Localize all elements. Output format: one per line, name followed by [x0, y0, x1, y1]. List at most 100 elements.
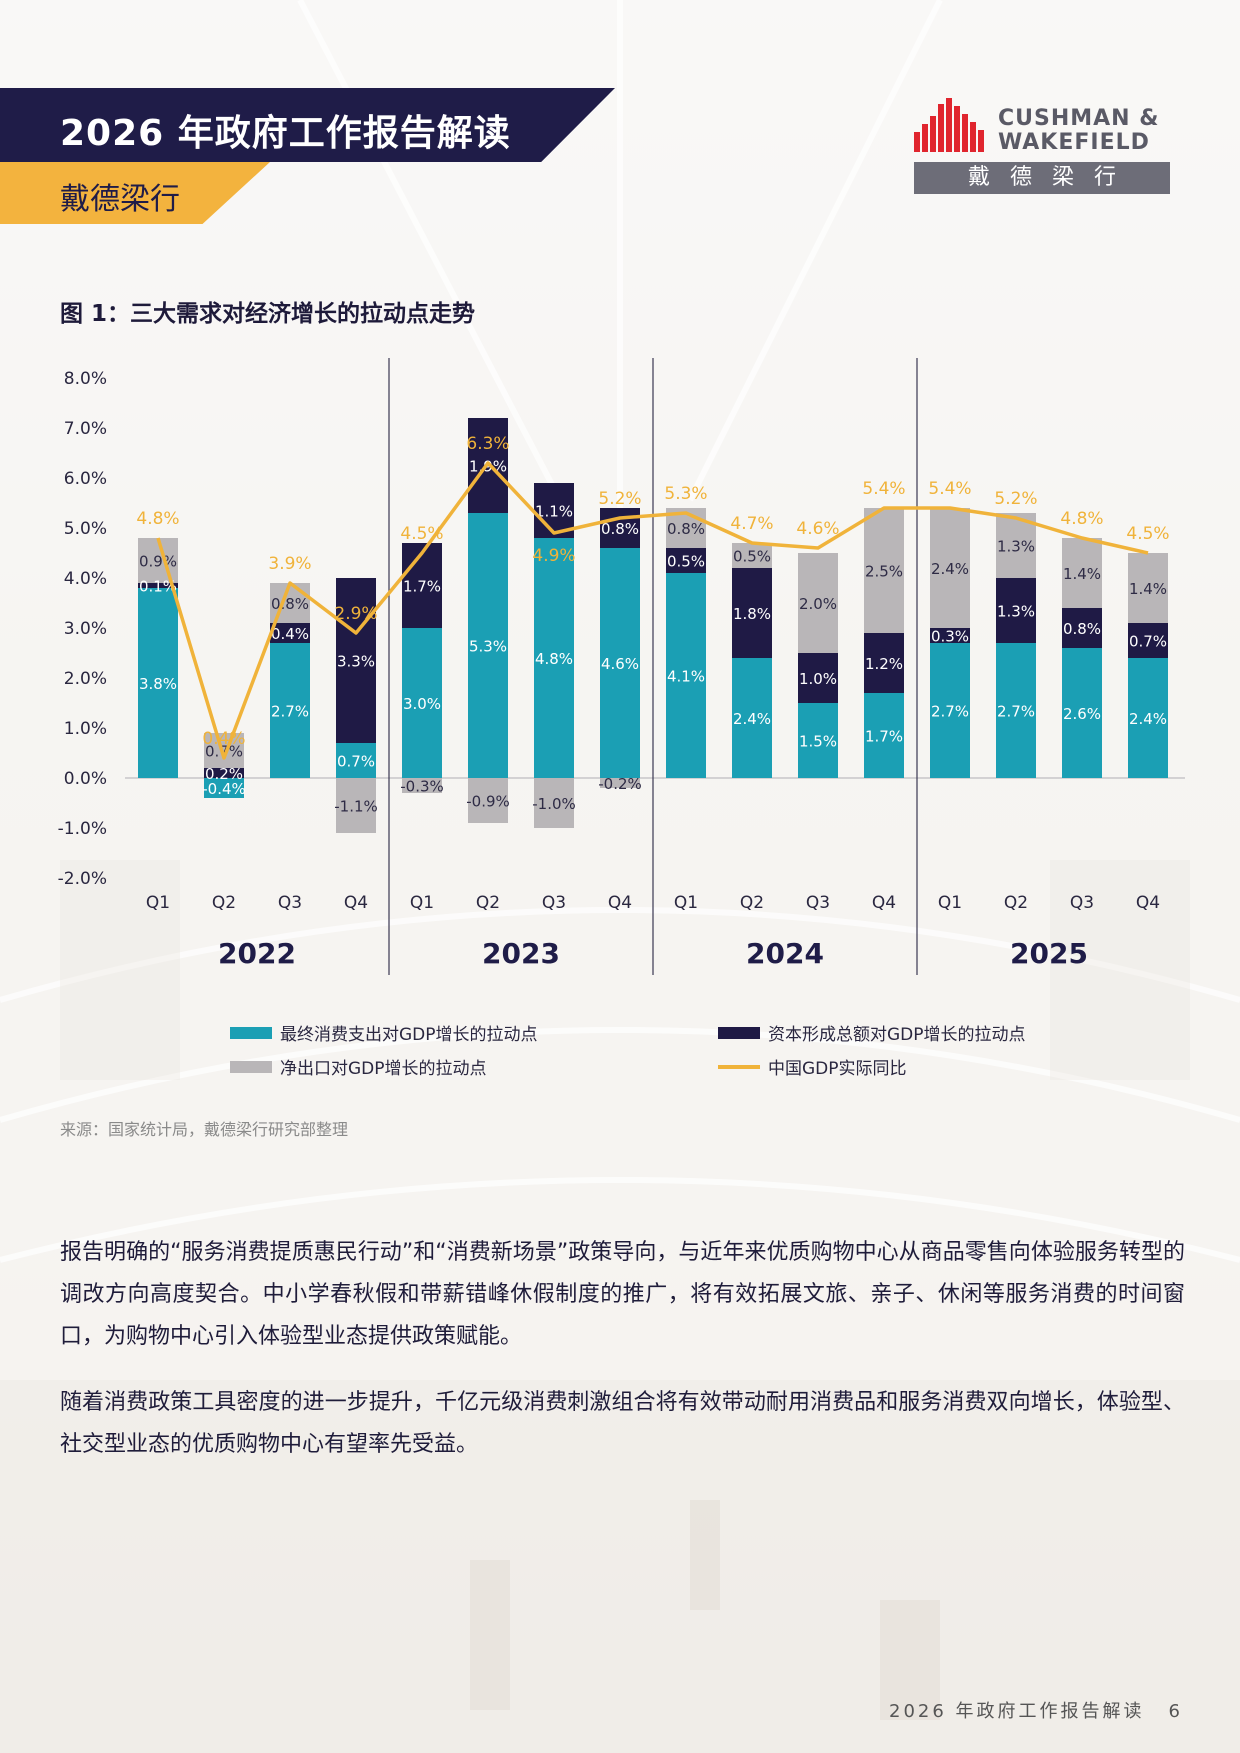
- bar-value-label-capital: 1.1%: [535, 503, 573, 521]
- legend-label-gdp: 中国GDP实际同比: [768, 1059, 907, 1079]
- bar-value-label-consumption: 2.7%: [931, 703, 969, 721]
- bar-segment-consumption: [996, 643, 1036, 778]
- figure-title: 图 1：三大需求对经济增长的拉动点走势: [60, 301, 476, 327]
- gdp-value-label: 0.4%: [202, 729, 245, 749]
- bar-value-label-capital: 0.8%: [601, 520, 639, 538]
- x-tick-label: Q3: [542, 893, 566, 913]
- bar-value-label-capital: 1.3%: [997, 603, 1035, 621]
- bar-segment-consumption: [336, 743, 376, 778]
- y-tick-label: 6.0%: [64, 469, 107, 489]
- y-tick-label: 8.0%: [64, 369, 107, 389]
- bar-segment-capital: [996, 578, 1036, 643]
- body-paragraph-2: 随着消费政策工具密度的进一步提升，千亿元级消费刺激组合将有效带动耐用消费品和服务…: [60, 1390, 1185, 1457]
- bar-segment-net-export: [336, 778, 376, 833]
- footer-title: 2026 年政府工作报告解读: [889, 1701, 1145, 1722]
- bar-value-label-net-export: 0.8%: [667, 520, 705, 538]
- year-label: 2022: [218, 937, 296, 970]
- bar-segment-net-export: [204, 733, 244, 768]
- bar-value-label-net-export: 0.9%: [139, 553, 177, 571]
- bar-segment-consumption: [204, 778, 244, 798]
- bar-value-label-consumption: 2.7%: [271, 703, 309, 721]
- bar-value-label-net-export: 2.5%: [865, 563, 903, 581]
- year-label: 2023: [482, 937, 560, 970]
- bar-segment-consumption: [600, 548, 640, 778]
- source-note: 来源：国家统计局，戴德梁行研究部整理: [60, 1120, 349, 1139]
- page-number: 6: [1168, 1701, 1180, 1722]
- gdp-line: [156, 461, 1149, 760]
- logo-bars-icon: [914, 98, 984, 152]
- x-tick-label: Q3: [1070, 893, 1094, 913]
- bar-value-label-net-export: 0.5%: [733, 548, 771, 566]
- gdp-value-label: 4.6%: [796, 519, 839, 539]
- y-tick-label: 0.0%: [64, 769, 107, 789]
- title-banner: [0, 88, 615, 162]
- bar-value-label-capital: 1.8%: [733, 605, 771, 623]
- bar-segment-capital: [270, 623, 310, 643]
- logo-text-line2: WAKEFIELD: [998, 130, 1150, 155]
- bar-value-label-net-export: 0.8%: [271, 595, 309, 613]
- gdp-value-label: 5.4%: [862, 479, 905, 499]
- stacked-bar-line-chart: 8.0% 7.0% 6.0% 5.0% 4.0% 3.0% 2.0% 1.0% 0.0% -1.0…: [58, 358, 1185, 975]
- legend-item-consumption: 最终消费支出对GDP增长的拉动点: [230, 1020, 538, 1045]
- bar-segment-net-export: [798, 553, 838, 653]
- page-subtitle: 戴德梁行: [60, 182, 180, 217]
- legend-swatch-consumption: [230, 1026, 272, 1039]
- bar-segment-capital: [666, 548, 706, 573]
- legend-item-gdp: 中国GDP实际同比: [718, 1054, 907, 1079]
- x-tick-label: Q4: [344, 893, 368, 913]
- bar-value-label-net-export: 1.3%: [997, 538, 1035, 556]
- bar-value-label-capital: 0.2%: [205, 765, 243, 783]
- x-tick-label: Q2: [1004, 893, 1028, 913]
- bar-value-label-capital: 0.4%: [271, 625, 309, 643]
- bar-segment-consumption: [534, 538, 574, 778]
- legend-label-net-export: 净出口对GDP增长的拉动点: [280, 1059, 487, 1079]
- bar-segment-capital: [402, 543, 442, 628]
- bar-value-label-capital: 0.1%: [139, 578, 177, 596]
- bar-segment-net-export: [930, 508, 970, 628]
- bar-segment-net-export: [138, 538, 178, 583]
- bar-value-label-capital: 1.2%: [865, 655, 903, 673]
- bar-segment-net-export: [1128, 553, 1168, 623]
- x-tick-label: Q2: [212, 893, 236, 913]
- x-tick-label: Q2: [740, 893, 764, 913]
- bar-value-label-capital: 1.7%: [403, 578, 441, 596]
- bar-value-label-net-export: 2.4%: [931, 560, 969, 578]
- bar-value-label-consumption: 1.7%: [865, 728, 903, 746]
- bar-value-label-net-export: 1.4%: [1129, 580, 1167, 598]
- bar-value-label-consumption: 5.3%: [469, 638, 507, 656]
- gdp-value-label: 4.5%: [400, 524, 443, 544]
- bar-value-label-net-export: -0.9%: [466, 793, 510, 811]
- gdp-value-label: 5.3%: [664, 484, 707, 504]
- legend-label-capital: 资本形成总额对GDP增长的拉动点: [768, 1025, 1026, 1045]
- bar-value-label-net-export: 0.7%: [205, 743, 243, 761]
- bar-segment-net-export: [864, 508, 904, 633]
- gdp-value-label: 5.2%: [598, 489, 641, 509]
- bar-segment-capital: [600, 508, 640, 548]
- bar-value-label-capital: 1.9%: [469, 458, 507, 476]
- bar-segment-capital: [930, 628, 970, 643]
- legend-item-capital: 资本形成总额对GDP增长的拉动点: [718, 1020, 1026, 1045]
- bar-value-label-net-export: -1.0%: [532, 795, 576, 813]
- bar-segment-net-export: [1062, 538, 1102, 608]
- bar-value-label-capital: 3.3%: [337, 653, 375, 671]
- x-tick-label: Q3: [806, 893, 830, 913]
- y-tick-label: 2.0%: [64, 669, 107, 689]
- y-tick-label: 3.0%: [64, 619, 107, 639]
- bar-segment-capital: [864, 633, 904, 693]
- bar-value-label-consumption: 2.4%: [733, 710, 771, 728]
- gdp-value-label: 4.9%: [532, 546, 575, 566]
- bar-value-label-capital: 1.0%: [799, 670, 837, 688]
- gdp-value-label: 4.8%: [136, 509, 179, 529]
- x-tick-label: Q1: [938, 893, 962, 913]
- bar-value-label-consumption: 2.4%: [1129, 710, 1167, 728]
- bar-segment-consumption: [270, 643, 310, 778]
- bar-segment-capital: [1062, 608, 1102, 648]
- bar-segment-capital: [1128, 623, 1168, 658]
- x-tick-label: Q4: [1136, 893, 1160, 913]
- gdp-value-label: 4.7%: [730, 514, 773, 534]
- bar-value-label-consumption: 1.5%: [799, 733, 837, 751]
- year-label: 2025: [1010, 937, 1088, 970]
- logo-text-line1: CUSHMAN &: [998, 106, 1160, 131]
- page-footer: 2026 年政府工作报告解读 6: [889, 1697, 1180, 1723]
